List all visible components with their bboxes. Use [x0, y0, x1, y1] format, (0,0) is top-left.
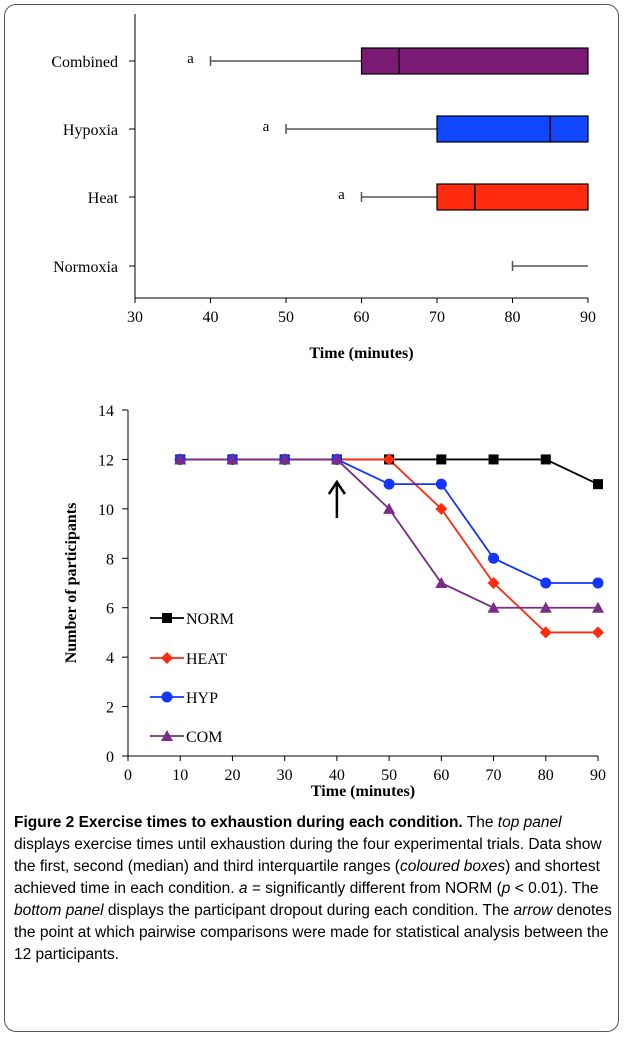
legend-label-norm: NORM	[186, 611, 234, 628]
data-point-com	[487, 601, 500, 613]
x-tick-label-top: 40	[203, 309, 219, 326]
iqr-box	[436, 183, 589, 211]
y-tick-label-bottom: 12	[98, 452, 114, 469]
caption-part: The	[466, 814, 498, 831]
data-point-norm	[593, 479, 603, 490]
data-point-hyp	[488, 552, 500, 564]
x-tick-label-top: 90	[580, 309, 596, 326]
caption-part: displays exercise times until exhaustion…	[14, 836, 602, 875]
legend-marker-heat	[161, 652, 173, 664]
caption-part: coloured boxes	[399, 858, 506, 875]
figure-frame	[4, 4, 619, 1032]
caption-part: displays the participant dropout during …	[103, 902, 514, 919]
caption-part: ) and shortest achieved time in each con…	[14, 858, 600, 897]
significance-marker: a	[338, 187, 345, 203]
x-tick-label-top: 30	[127, 309, 143, 326]
x-tick-label-top: 60	[354, 309, 370, 326]
data-point-hyp	[435, 478, 447, 490]
x-tick-label-top: 70	[429, 309, 445, 326]
data-point-heat	[435, 502, 448, 515]
caption-part: a	[238, 880, 248, 897]
figure-caption: Figure 2 Exercise times to exhaustion du…	[14, 812, 614, 966]
data-point-heat	[539, 626, 552, 639]
x-tick-label-bottom: 0	[124, 767, 132, 784]
data-point-heat	[487, 577, 500, 589]
legend-label-hyp: HYP	[186, 690, 218, 707]
y-tick-label-bottom: 0	[106, 749, 114, 766]
x-tick-label-bottom: 60	[433, 767, 449, 784]
x-tick-label-bottom: 90	[590, 767, 606, 784]
x-axis-label-top: Time (minutes)	[309, 345, 413, 362]
data-point-com	[174, 453, 187, 465]
x-tick-label-bottom: 50	[381, 767, 397, 784]
caption-title: Figure 2 Exercise times to exhaustion du…	[14, 814, 463, 831]
data-point-com	[278, 453, 291, 465]
x-tick-label-bottom: 30	[277, 767, 293, 784]
data-point-com	[539, 601, 552, 613]
data-point-hyp	[383, 478, 395, 490]
x-tick-label-top: 50	[278, 309, 294, 326]
data-point-com	[226, 453, 239, 465]
data-point-com	[592, 601, 604, 613]
data-point-com	[383, 502, 396, 514]
comparison-arrow-head	[327, 479, 346, 495]
iqr-box	[360, 47, 589, 75]
x-tick-label-bottom: 40	[329, 767, 345, 784]
iqr-box	[436, 115, 589, 143]
category-label: Normoxia	[53, 259, 118, 276]
y-tick-label-bottom: 2	[106, 700, 114, 717]
data-point-hyp	[592, 577, 604, 589]
y-tick-label-bottom: 14	[98, 403, 114, 420]
legend-label-heat: HEAT	[186, 651, 227, 668]
caption-part: = significantly different from NORM (	[247, 880, 502, 897]
category-label: Combined	[51, 54, 118, 71]
data-point-hyp	[540, 577, 552, 589]
significance-marker: a	[187, 51, 194, 67]
caption-part: arrow	[513, 902, 553, 919]
caption-part: p	[501, 880, 511, 897]
series-line-hyp	[180, 458, 598, 584]
y-tick-label-bottom: 10	[98, 502, 114, 519]
x-tick-label-top: 80	[505, 309, 521, 326]
x-tick-label-bottom: 20	[224, 767, 240, 784]
data-point-heat	[383, 453, 396, 466]
caption-part: denotes the point at which pairwise comp…	[14, 902, 612, 963]
data-point-norm	[488, 454, 499, 465]
caption-body: The top panel displays exercise times un…	[14, 814, 612, 963]
legend-marker-norm	[162, 613, 172, 623]
caption-part: top panel	[497, 814, 562, 831]
y-tick-label-bottom: 8	[106, 551, 114, 568]
y-axis-label-bottom: Number of participants	[63, 503, 80, 664]
significance-marker: a	[263, 119, 270, 135]
x-tick-label-bottom: 80	[538, 767, 554, 784]
legend-label-com: COM	[186, 729, 222, 746]
data-point-norm	[540, 454, 551, 465]
category-label: Hypoxia	[63, 122, 118, 139]
legend-marker-com	[161, 730, 173, 741]
x-axis-label-bottom: Time (minutes)	[311, 783, 415, 800]
category-label: Heat	[88, 190, 119, 207]
y-tick-label-bottom: 4	[106, 650, 114, 667]
x-tick-label-bottom: 10	[172, 767, 188, 784]
data-point-com	[435, 577, 448, 588]
caption-part: < 0.01). The	[510, 880, 599, 897]
x-tick-label-bottom: 70	[486, 767, 502, 784]
data-point-com	[330, 453, 343, 465]
data-point-heat	[592, 626, 604, 639]
y-tick-label-bottom: 6	[106, 601, 114, 618]
data-point-norm	[436, 454, 447, 465]
legend-marker-hyp	[161, 691, 173, 703]
caption-part: bottom panel	[14, 902, 104, 919]
